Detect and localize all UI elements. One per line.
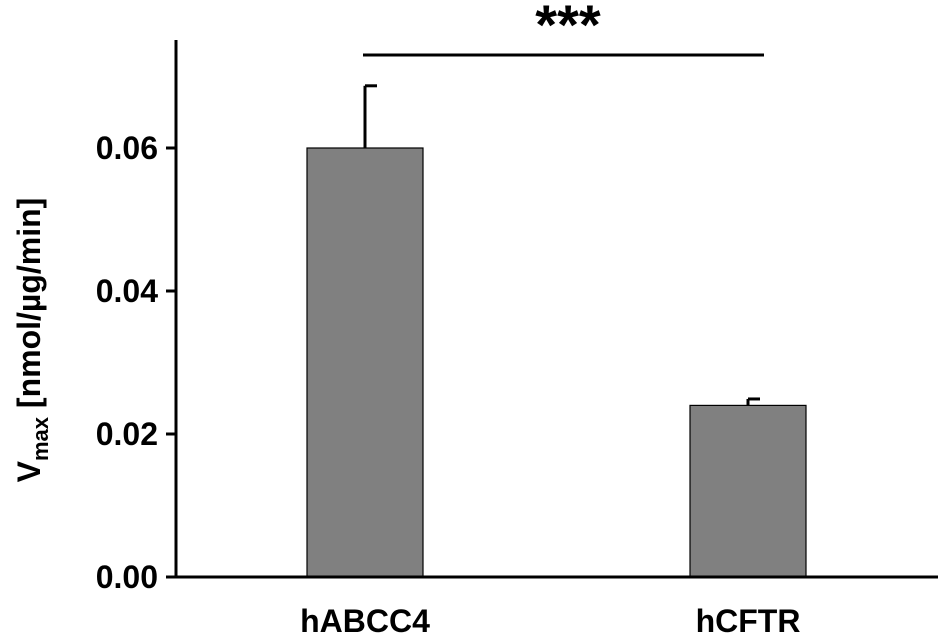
y-axis-label-subscript: max: [28, 416, 53, 461]
bar-hcftr: [689, 404, 807, 578]
significance-label: ***: [535, 0, 601, 56]
y-axis-ticks: 0.00 0.02 0.04 0.06: [96, 130, 176, 595]
x-category-label: hABCC4: [300, 603, 430, 639]
y-tick-label: 0.02: [96, 416, 158, 452]
y-tick-label: 0.04: [96, 273, 158, 309]
x-category-label: hCFTR: [696, 603, 801, 639]
y-tick-label: 0.00: [96, 559, 158, 595]
bar-habcc4: [306, 147, 424, 578]
y-axis-label-main: V: [11, 460, 47, 482]
x-axis-labels: hABCC4 hCFTR: [300, 603, 800, 639]
y-axis-label: Vmax [nmol/µg/min]: [11, 198, 53, 483]
y-axis-label-units: [nmol/µg/min]: [11, 198, 47, 417]
error-bars: [363, 84, 760, 406]
y-tick-label: 0.06: [96, 130, 158, 166]
bars: [306, 147, 807, 578]
